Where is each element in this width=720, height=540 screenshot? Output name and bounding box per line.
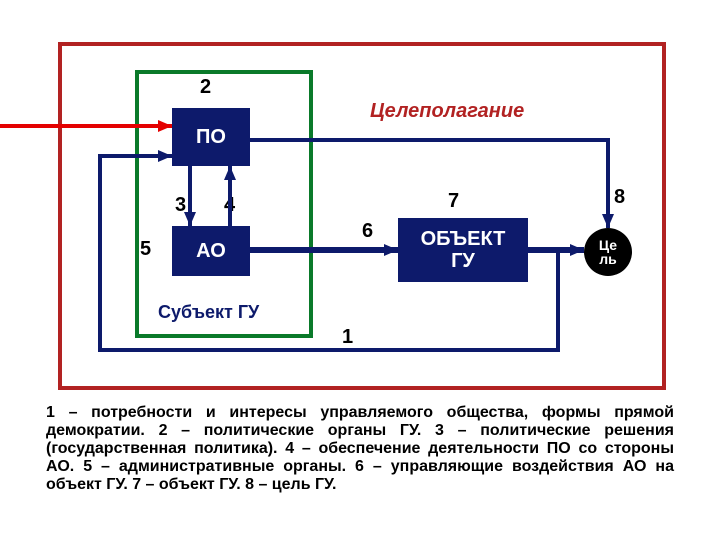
node-goal: Це ль xyxy=(584,228,632,276)
label-subject: Субъект ГУ xyxy=(158,302,259,323)
diagram-stage: { "canvas": { "width": 720, "height": 54… xyxy=(0,0,720,540)
caption-text: 1 – потребности и интересы управляемого … xyxy=(46,404,674,494)
label-7: 7 xyxy=(448,190,459,213)
node-po: ПО xyxy=(172,108,250,166)
label-5: 5 xyxy=(140,238,151,261)
label-3: 3 xyxy=(175,194,186,217)
label-4: 4 xyxy=(224,194,235,217)
node-object: ОБЪЕКТ ГУ xyxy=(398,218,528,282)
label-2: 2 xyxy=(200,76,211,99)
label-8: 8 xyxy=(614,186,625,209)
label-goal-setting: Целеполагание xyxy=(370,100,524,123)
node-ao: АО xyxy=(172,226,250,276)
label-1: 1 xyxy=(342,326,353,349)
label-6: 6 xyxy=(362,220,373,243)
